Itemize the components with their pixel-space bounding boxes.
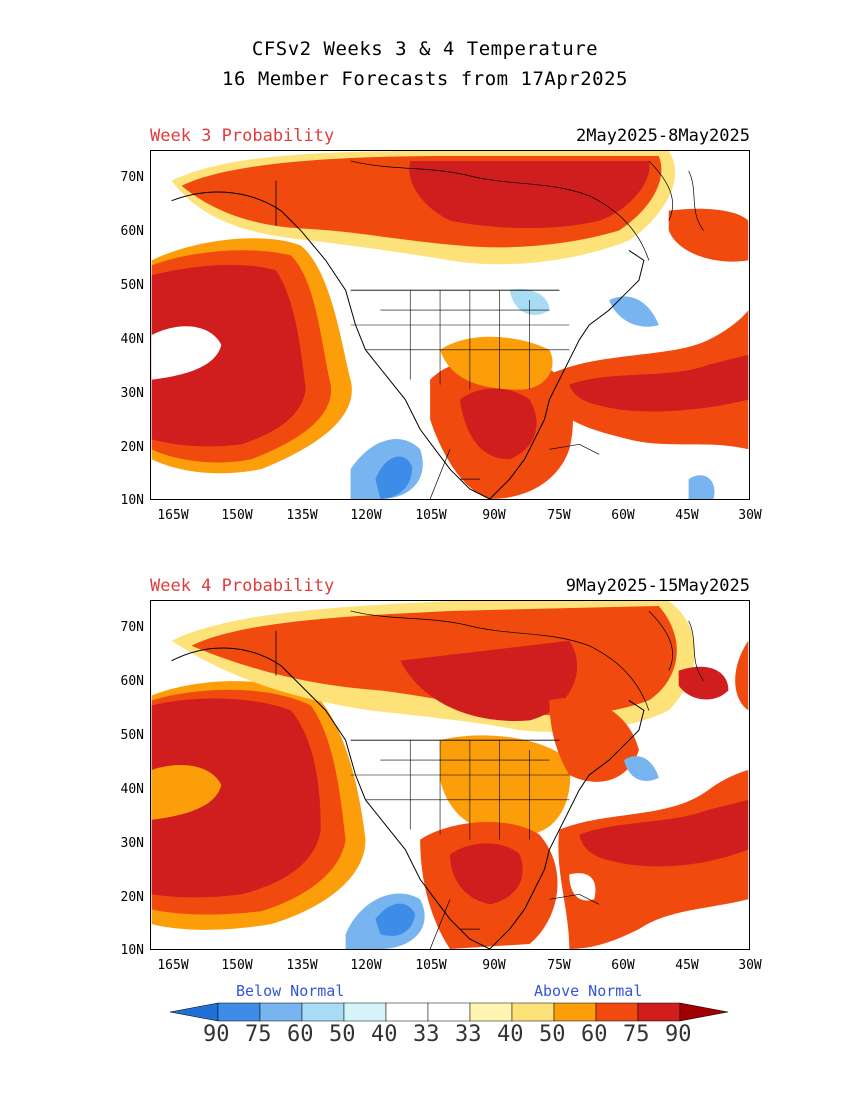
lon-label: 150W — [221, 508, 253, 523]
legend-swatch — [679, 1002, 729, 1022]
legend-value: 40 — [497, 1022, 524, 1047]
lon-label: 120W — [350, 958, 382, 973]
week4-map — [150, 600, 750, 950]
lat-label: 20N — [120, 440, 144, 455]
legend-swatch — [469, 1002, 513, 1022]
lon-label: 60W — [611, 508, 635, 523]
lon-label: 30W — [738, 508, 762, 523]
above-normal-label: Above Normal — [534, 982, 643, 1000]
legend-value: 90 — [665, 1022, 692, 1047]
coastline — [171, 191, 490, 499]
lat-label: 40N — [120, 782, 144, 797]
week3-dates: 2May2025-8May2025 — [576, 126, 750, 146]
lon-label: 90W — [482, 958, 506, 973]
lat-label: 50N — [120, 728, 144, 743]
lat-label: 40N — [120, 332, 144, 347]
lon-label: 105W — [415, 508, 447, 523]
lat-label: 70N — [120, 170, 144, 185]
lon-label: 105W — [415, 958, 447, 973]
lon-label: 75W — [547, 508, 571, 523]
lon-label: 90W — [482, 508, 506, 523]
lon-label: 75W — [547, 958, 571, 973]
legend-value: 60 — [581, 1022, 608, 1047]
legend-swatch — [170, 1002, 219, 1022]
coastline — [171, 647, 490, 949]
lat-label: 60N — [120, 224, 144, 239]
legend-value: 50 — [539, 1022, 566, 1047]
legend-swatch — [343, 1002, 387, 1022]
legend-colorbar — [170, 1002, 729, 1022]
legend-value: 40 — [371, 1022, 398, 1047]
legend-value: 90 — [203, 1022, 230, 1047]
legend-swatch — [301, 1002, 345, 1022]
legend-value: 50 — [329, 1022, 356, 1047]
lon-label: 30W — [738, 958, 762, 973]
week3-label: Week 3 Probability — [150, 126, 335, 146]
legend-swatch — [553, 1002, 597, 1022]
week4-dates: 9May2025-15May2025 — [565, 576, 750, 596]
legend-value: 75 — [623, 1022, 650, 1047]
lat-label: 10N — [120, 493, 144, 508]
lon-label: 120W — [350, 508, 382, 523]
lat-label: 50N — [120, 278, 144, 293]
legend-swatch — [595, 1002, 639, 1022]
lon-label: 165W — [157, 958, 189, 973]
lat-label: 30N — [120, 386, 144, 401]
week3-map-svg — [151, 151, 749, 499]
lat-label: 60N — [120, 674, 144, 689]
legend-swatch — [217, 1002, 261, 1022]
legend-value: 33 — [455, 1022, 482, 1047]
legend-swatch — [385, 1002, 429, 1022]
below-normal-label: Below Normal — [236, 982, 345, 1000]
lat-label: 70N — [120, 620, 144, 635]
legend-value: 33 — [413, 1022, 440, 1047]
legend-swatch — [511, 1002, 555, 1022]
week3-map — [150, 150, 750, 500]
legend-swatch — [427, 1002, 471, 1022]
legend-swatch — [259, 1002, 303, 1022]
lon-label: 135W — [286, 508, 318, 523]
chart-subtitle: 16 Member Forecasts from 17Apr2025 — [222, 68, 628, 90]
lon-label: 150W — [221, 958, 253, 973]
legend-value: 60 — [287, 1022, 314, 1047]
lon-label: 45W — [675, 508, 699, 523]
lat-label: 10N — [120, 943, 144, 958]
lat-label: 20N — [120, 890, 144, 905]
week4-map-svg — [151, 601, 749, 949]
week4-label: Week 4 Probability — [150, 576, 335, 596]
chart-title: CFSv2 Weeks 3 & 4 Temperature — [251, 38, 599, 60]
lon-label: 135W — [286, 958, 318, 973]
lat-label: 30N — [120, 836, 144, 851]
lon-label: 60W — [611, 958, 635, 973]
legend-swatch — [637, 1002, 681, 1022]
lon-label: 165W — [157, 508, 189, 523]
lon-label: 45W — [675, 958, 699, 973]
legend-value: 75 — [245, 1022, 272, 1047]
